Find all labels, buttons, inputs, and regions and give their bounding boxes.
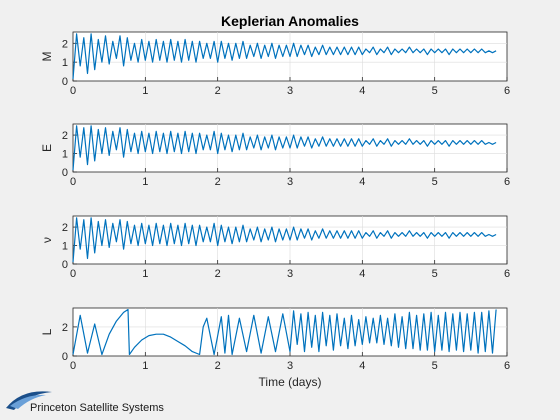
logo-text: Princeton Satellite Systems: [30, 402, 164, 414]
x-tick-label: 6: [504, 85, 510, 97]
x-tick-label: 6: [504, 176, 510, 188]
x-tick-label: 6: [504, 360, 510, 372]
x-tick-label: 2: [215, 268, 221, 280]
figure-title: Keplerian Anomalies: [221, 13, 359, 29]
x-tick-label: 1: [142, 268, 148, 280]
y-tick-label: 2: [62, 130, 68, 142]
x-tick-label: 2: [215, 85, 221, 97]
y-tick-label: 0: [62, 76, 68, 88]
y-tick-label: 1: [62, 241, 68, 253]
logo-swoosh-accent-icon: [10, 394, 46, 409]
x-tick-label: 5: [432, 360, 438, 372]
x-tick-label: 2: [215, 176, 221, 188]
x-tick-label: 6: [504, 268, 510, 280]
x-tick-label: 3: [287, 360, 293, 372]
x-tick-label: 3: [287, 85, 293, 97]
x-tick-label: 1: [142, 360, 148, 372]
y-tick-label: 1: [62, 149, 68, 161]
y-tick-label: 0: [62, 351, 68, 363]
y-axis-label: M: [40, 52, 54, 62]
y-tick-label: 2: [62, 322, 68, 334]
y-tick-label: 2: [62, 38, 68, 50]
series-line-ν: [72, 217, 497, 263]
x-tick-label: 0: [70, 176, 76, 188]
y-tick-label: 0: [62, 167, 68, 179]
company-logo: Princeton Satellite Systems: [6, 391, 164, 414]
x-tick-label: 3: [287, 268, 293, 280]
y-axis-label: ν: [40, 237, 54, 243]
x-tick-label: 5: [432, 85, 438, 97]
subplot-argument-of-latitude: 0 1 2 3 4 5 6 0 2 L Time (days): [40, 307, 510, 389]
series-line-M: [72, 33, 497, 80]
x-axis-label: Time (days): [259, 375, 322, 389]
x-tick-label: 0: [70, 268, 76, 280]
x-tick-label: 5: [432, 268, 438, 280]
subplot-true-anomaly: 0 1 2 3 4 5 6 0 1 2 ν: [40, 215, 510, 280]
y-tick-label: 0: [62, 259, 68, 271]
series-line-L: [72, 308, 497, 356]
x-tick-label: 0: [70, 360, 76, 372]
x-tick-label: 3: [287, 176, 293, 188]
x-tick-label: 5: [432, 176, 438, 188]
series-line-E: [72, 125, 497, 171]
x-tick-label: 0: [70, 85, 76, 97]
x-tick-label: 4: [359, 360, 365, 372]
x-tick-label: 2: [215, 360, 221, 372]
y-axis-label: L: [40, 328, 54, 335]
y-tick-label: 1: [62, 57, 68, 69]
y-tick-label: 2: [62, 222, 68, 234]
x-tick-label: 1: [142, 176, 148, 188]
x-tick-label: 1: [142, 85, 148, 97]
y-axis-label: E: [40, 144, 54, 152]
x-tick-label: 4: [359, 85, 365, 97]
x-tick-label: 4: [359, 268, 365, 280]
x-tick-label: 4: [359, 176, 365, 188]
